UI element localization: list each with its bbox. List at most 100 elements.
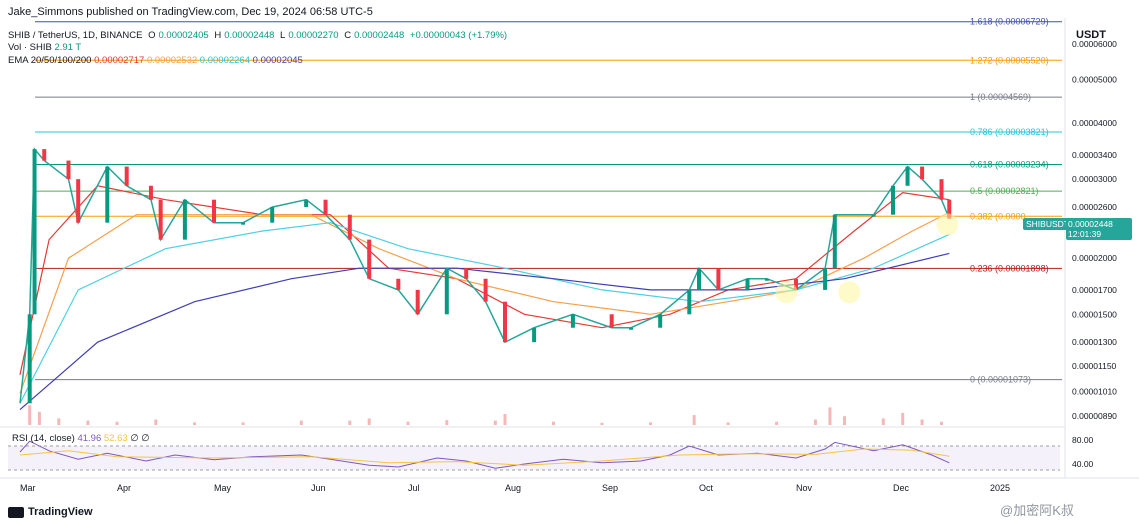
tradingview-logo[interactable]: TradingView xyxy=(8,506,93,518)
volume-value: 2.91 T xyxy=(54,42,82,53)
close-label: C xyxy=(344,30,352,41)
rsi-legend[interactable]: RSI (14, close) 41.96 52.63 ∅ ∅ xyxy=(12,433,150,444)
volume-bar xyxy=(115,421,119,425)
time-tick-label: Aug xyxy=(505,483,521,493)
volume-bar xyxy=(600,422,604,425)
price-candle xyxy=(629,327,634,330)
fib-level-label: 0 (0.00001073) xyxy=(970,375,1031,385)
price-candle xyxy=(891,185,895,215)
fib-level-label: 0.5 (0.00002821) xyxy=(970,186,1039,196)
fib-level-label: 1.272 (0.00005520) xyxy=(970,55,1049,65)
support-highlight xyxy=(838,281,861,304)
rsi-hidden-icon-2[interactable]: ∅ xyxy=(141,433,150,444)
time-tick-label: 2025 xyxy=(990,483,1010,493)
volume-bar xyxy=(367,418,371,425)
volume-bar xyxy=(299,420,303,425)
support-highlight xyxy=(775,281,798,304)
ema-line xyxy=(19,211,950,394)
fib-level-label: 1.618 (0.00006729) xyxy=(970,17,1049,27)
price-candle xyxy=(76,179,81,223)
change-value: +0.00000043 (+1.79%) xyxy=(409,30,508,41)
price-candle xyxy=(823,268,828,290)
price-candle xyxy=(464,268,469,279)
support-highlight xyxy=(936,213,959,236)
price-candle xyxy=(764,278,769,281)
price-tick-label: 0.00005000 xyxy=(1072,75,1117,85)
rsi-hidden-icon-1[interactable]: ∅ xyxy=(130,433,139,444)
price-candle xyxy=(905,166,910,186)
volume-bar xyxy=(649,422,652,425)
fib-level-label: 0.618 (0.00003234) xyxy=(970,160,1049,170)
rsi-line xyxy=(19,440,950,469)
symbol-name[interactable]: SHIB / TetherUS, 1D, BINANCE xyxy=(8,30,143,41)
ema-50-value: 0.00002532 xyxy=(146,55,198,66)
volume-bar xyxy=(726,422,730,425)
price-candle xyxy=(32,149,37,315)
volume-bar xyxy=(940,421,943,425)
ema-20-value: 0.00002717 xyxy=(94,55,145,66)
price-tick-label: 0.00003400 xyxy=(1072,150,1117,160)
price-candle xyxy=(66,160,71,180)
volume-bar xyxy=(552,421,555,425)
watermark: @加密阿K叔 xyxy=(1000,503,1074,518)
volume-bar xyxy=(692,415,696,425)
volume-bar xyxy=(348,420,352,425)
price-candle xyxy=(832,214,837,269)
last-price-value: 0.00002448 xyxy=(1068,219,1113,229)
ema-label: EMA 20/50/100/200 xyxy=(8,55,92,66)
fib-level-label: 0.786 (0.00003821) xyxy=(970,127,1049,137)
high-value: 0.00002448 xyxy=(224,30,275,41)
price-tick-label: 0.00004000 xyxy=(1072,118,1117,128)
time-tick-label: Jun xyxy=(311,483,326,493)
price-tick-label: 0.00001300 xyxy=(1072,337,1117,347)
rsi-label: RSI (14, close) xyxy=(12,433,75,444)
price-candle xyxy=(148,185,153,200)
price-candle xyxy=(241,222,246,225)
ema-legend[interactable]: EMA 20/50/100/200 0.00002717 0.00002532 … xyxy=(8,55,303,66)
volume-legend[interactable]: Vol · SHIB 2.91 T xyxy=(8,42,81,53)
tradingview-logo-icon xyxy=(8,506,24,518)
ema-100-value: 0.00002264 xyxy=(199,55,250,66)
price-candle xyxy=(745,278,750,290)
price-tick-label: 0.00002000 xyxy=(1072,253,1117,263)
time-tick-label: Jul xyxy=(408,483,420,493)
price-candle xyxy=(212,199,216,223)
price-candle xyxy=(347,214,352,240)
price-candle xyxy=(658,314,663,328)
price-candle xyxy=(415,289,420,315)
price-candle xyxy=(939,179,944,200)
currency-unit-label[interactable]: USDT xyxy=(1076,29,1106,41)
price-candle xyxy=(532,327,537,343)
price-candle xyxy=(794,278,798,290)
price-tick-label: 0.00002600 xyxy=(1072,202,1117,212)
volume-bar xyxy=(813,419,817,425)
price-tick-label: 0.00003000 xyxy=(1072,174,1117,184)
ema-line xyxy=(19,185,950,375)
price-candle xyxy=(716,268,721,290)
price-tick-label: 0.00001700 xyxy=(1072,285,1117,295)
volume-bar xyxy=(241,422,245,425)
price-candle xyxy=(367,239,372,279)
ema-200-value: 0.00002045 xyxy=(252,55,303,66)
volume-bar xyxy=(493,420,497,425)
volume-bar xyxy=(503,414,507,425)
price-tick-label: 0.00006000 xyxy=(1072,39,1117,49)
time-tick-label: Apr xyxy=(117,483,131,493)
price-tick-label: 0.00001010 xyxy=(1072,386,1117,396)
rsi-ma-value: 52.63 xyxy=(103,433,128,444)
rsi-tick-label: 40.00 xyxy=(1072,459,1094,469)
price-candle xyxy=(182,199,187,240)
price-candle xyxy=(697,268,701,290)
volume-bar xyxy=(154,419,158,425)
fib-level-label: 0.382 (0.0000 xyxy=(970,211,1026,221)
time-tick-label: Oct xyxy=(699,483,714,493)
volume-bar xyxy=(901,412,905,425)
volume-bar xyxy=(843,416,846,425)
volume-bar xyxy=(193,422,197,425)
price-candle xyxy=(947,199,952,219)
volume-bar xyxy=(37,411,41,425)
volume-bar xyxy=(775,421,779,425)
